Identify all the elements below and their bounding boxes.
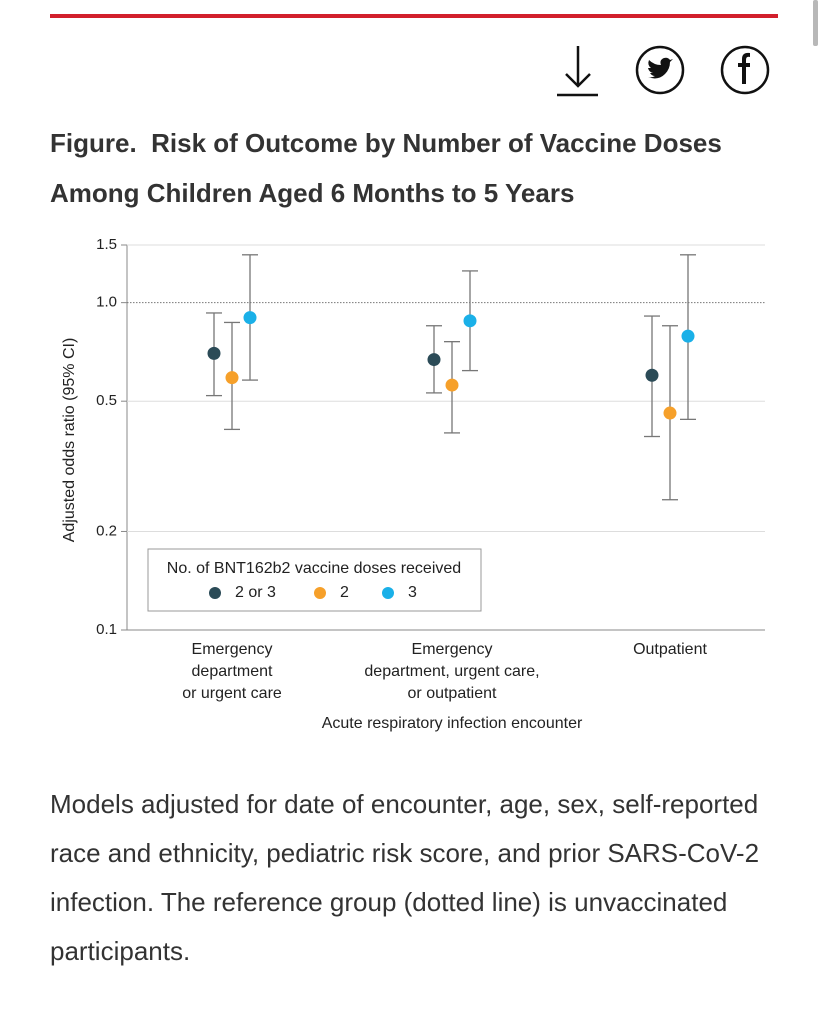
twitter-icon[interactable]	[635, 45, 685, 95]
point	[243, 311, 257, 325]
legend-label: 2	[340, 584, 349, 601]
point	[663, 406, 677, 420]
y-tick-label: 0.5	[96, 392, 117, 409]
legend-title: No. of BNT162b2 vaccine doses received	[167, 560, 461, 577]
point	[207, 346, 221, 360]
point	[681, 329, 695, 343]
point	[225, 371, 239, 385]
x-tick-label: Outpatient	[633, 641, 707, 658]
legend-marker	[314, 587, 326, 599]
x-tick-label: department	[192, 663, 273, 680]
x-tick-label: or outpatient	[408, 685, 498, 702]
point	[427, 353, 441, 367]
y-axis-title: Adjusted odds ratio (95% CI)	[61, 338, 78, 543]
x-axis-title: Acute respiratory infection encounter	[322, 715, 583, 732]
legend-marker	[209, 587, 221, 599]
x-tick-label: Emergency	[192, 641, 273, 658]
legend-marker	[382, 587, 394, 599]
y-tick-label: 0.2	[96, 522, 117, 539]
point	[445, 378, 459, 392]
top-rule	[50, 14, 778, 18]
x-tick-label: Emergency	[412, 641, 493, 658]
download-icon[interactable]	[557, 46, 598, 97]
legend-label: 3	[408, 584, 417, 601]
x-tick-label: department, urgent care,	[364, 663, 539, 680]
x-tick-label: or urgent care	[182, 685, 282, 702]
figure-caption: Models adjusted for date of encounter, a…	[50, 789, 760, 966]
y-tick-label: 1.0	[96, 294, 117, 311]
y-tick-label: 0.1	[96, 621, 117, 638]
figure-title: Figure. Risk of Outcome by Number of Vac…	[50, 128, 729, 208]
point	[645, 368, 659, 382]
legend-box	[147, 548, 482, 612]
legend-label: 2 or 3	[235, 584, 276, 601]
scrollbar	[813, 0, 818, 46]
y-tick-label: 1.5	[96, 236, 117, 253]
facebook-icon[interactable]	[720, 45, 770, 95]
point	[463, 314, 477, 328]
